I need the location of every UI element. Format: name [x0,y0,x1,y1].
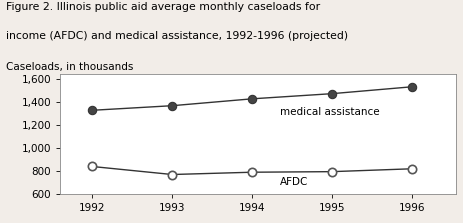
Text: medical assistance: medical assistance [280,107,380,118]
Text: Figure 2. Illinois public aid average monthly caseloads for: Figure 2. Illinois public aid average mo… [6,2,319,12]
Text: AFDC: AFDC [280,177,308,187]
Text: Caseloads, in thousands: Caseloads, in thousands [6,62,133,72]
Text: income (AFDC) and medical assistance, 1992-1996 (projected): income (AFDC) and medical assistance, 19… [6,31,348,41]
